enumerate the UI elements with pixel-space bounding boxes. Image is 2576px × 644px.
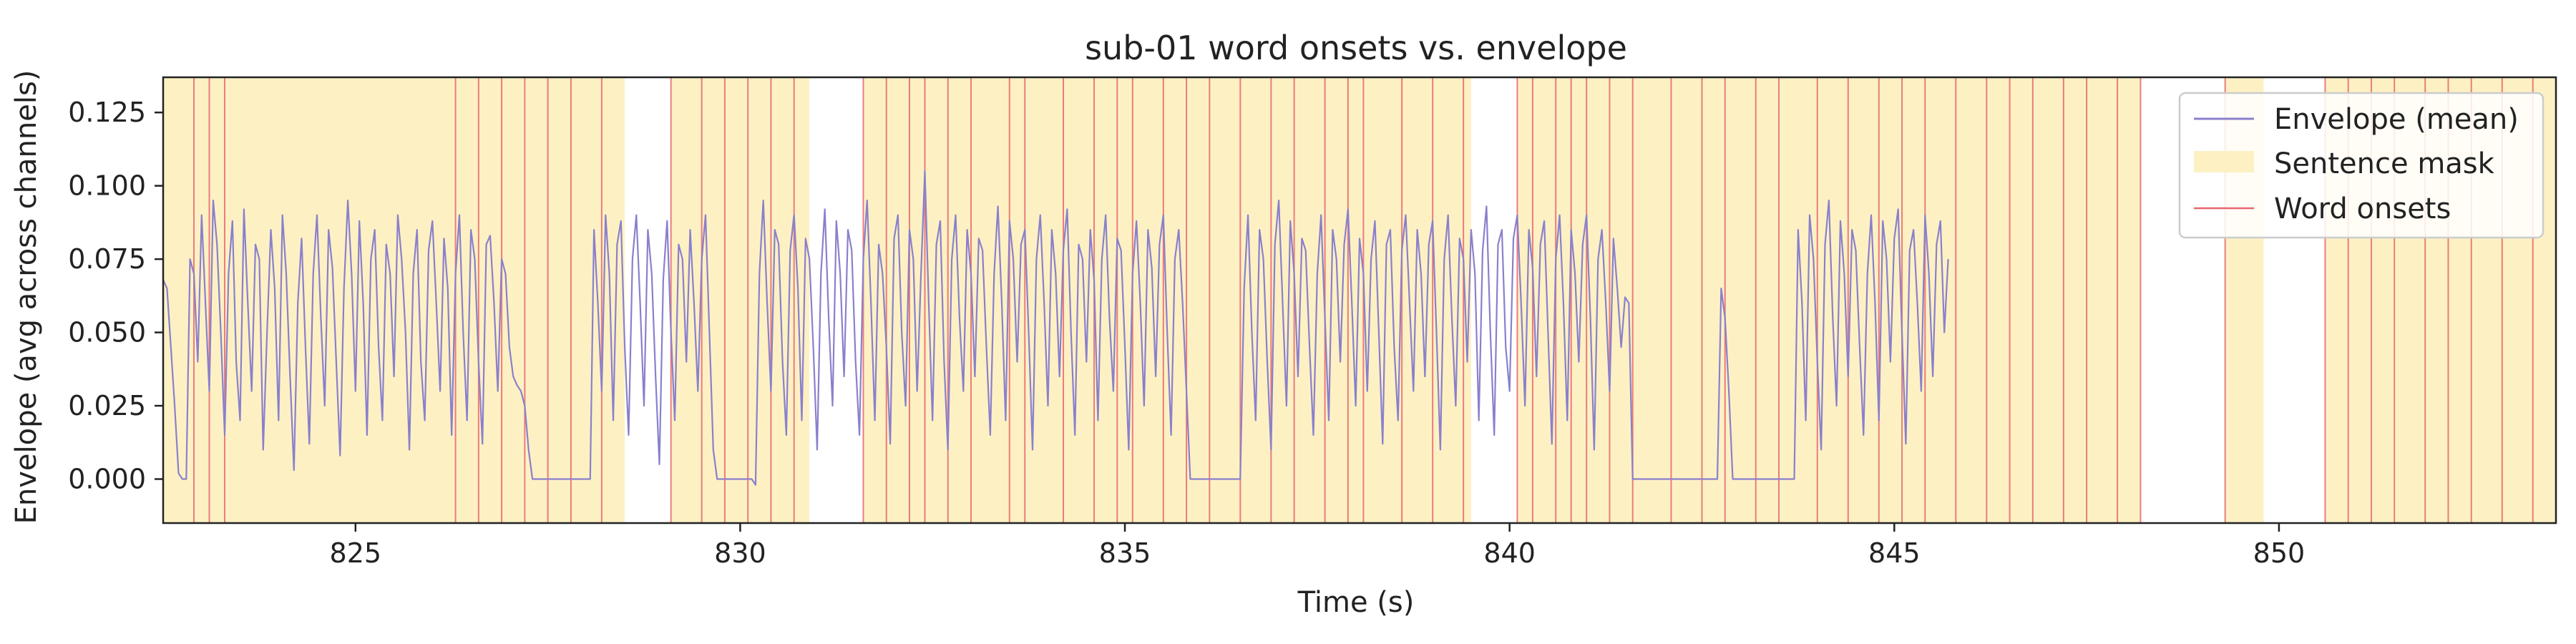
y-axis-label: Envelope (avg across channels) [10,70,43,525]
envelope-line-layer [162,170,1949,486]
chart-title: sub-01 word onsets vs. envelope [1085,29,1627,67]
x-tick-label-2: 835 [1099,537,1151,569]
y-tick-label-4: 0.100 [68,170,146,202]
x-axis-ticks: 825 830 835 840 845 850 [330,523,2306,569]
x-tick-label-0: 825 [330,537,382,569]
y-tick-label-5: 0.125 [68,97,146,128]
legend-onsets-label: Word onsets [2274,192,2451,225]
y-tick-label-0: 0.000 [68,464,146,495]
legend-envelope-label: Envelope (mean) [2274,103,2519,136]
x-tick-label-4: 845 [1868,537,1921,569]
x-tick-label-1: 830 [714,537,766,569]
legend-box [2178,92,2545,239]
legend: Envelope (mean) Sentence mask Word onset… [2178,92,2545,239]
x-tick-label-3: 840 [1483,537,1536,569]
x-axis-label: Time (s) [1297,586,1415,619]
y-tick-label-3: 0.075 [68,243,146,275]
y-tick-label-1: 0.025 [68,390,146,421]
sentence-mask-span-0 [163,77,625,523]
envelope-line [162,170,1949,486]
sentence-mask-span-2 [863,77,1471,523]
x-tick-label-5: 850 [2253,537,2306,569]
y-tick-label-2: 0.050 [68,317,146,348]
y-axis-ticks: 0.000 0.025 0.050 0.075 0.100 0.125 [68,97,163,495]
plot-frame [162,76,2557,525]
sentence-mask-span-3 [1517,77,2141,523]
legend-mask-swatch [2194,151,2254,172]
legend-mask-label: Sentence mask [2274,147,2495,180]
